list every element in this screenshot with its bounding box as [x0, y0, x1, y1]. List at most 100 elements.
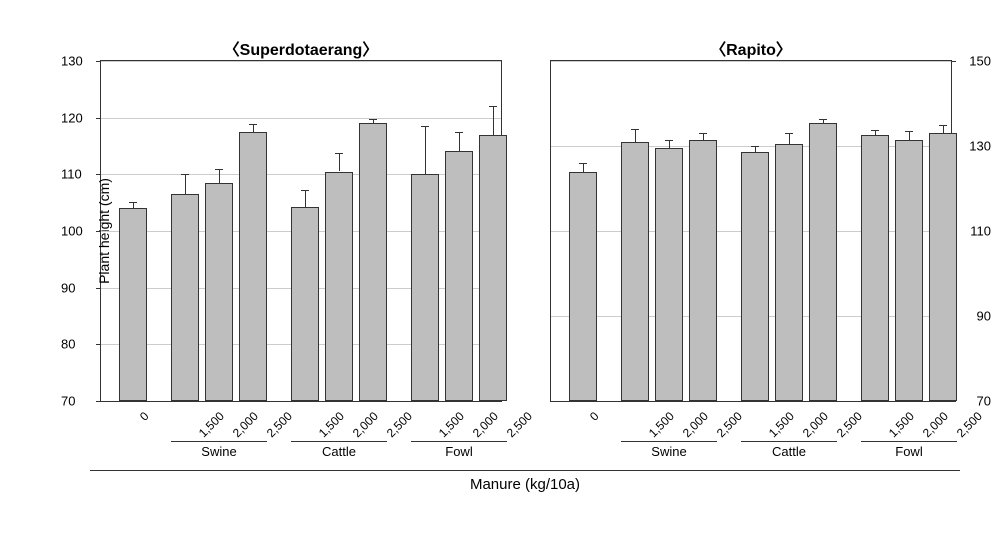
x-tick-label: 1,500 [646, 409, 677, 440]
x-tick-label: 1,500 [436, 409, 467, 440]
error-cap [301, 190, 309, 191]
x-group-underline [861, 441, 957, 442]
y-tick-label: 110 [61, 167, 82, 182]
y-tick-label: 70 [61, 394, 75, 409]
x-group-label: Cattle [291, 444, 387, 459]
y-tick-label: 130 [61, 54, 83, 69]
error-bar [459, 132, 460, 151]
bar [325, 172, 353, 402]
error-bar [339, 153, 340, 171]
error-cap [939, 125, 947, 126]
x-tick-label: 2,500 [714, 409, 745, 440]
bar [741, 152, 769, 401]
x-tick-label: 2,000 [230, 409, 261, 440]
x-tick-label: 2,500 [384, 409, 415, 440]
error-bar [789, 133, 790, 144]
error-bar [305, 190, 306, 207]
y-tick-mark [951, 61, 956, 62]
error-bar [909, 131, 910, 140]
x-group-underline [621, 441, 717, 442]
y-tick-mark [96, 231, 101, 232]
error-bar [185, 174, 186, 194]
error-cap [335, 153, 343, 154]
bar [411, 174, 439, 401]
x-tick-label: 0 [137, 409, 152, 424]
x-group-label: Fowl [411, 444, 507, 459]
x-group-label: Cattle [741, 444, 837, 459]
error-cap [489, 106, 497, 107]
error-cap [819, 119, 827, 120]
y-tick-label: 90 [977, 309, 991, 324]
chart-panel-1: 〈Rapito〉Plant height (cm)709011013015001… [550, 60, 952, 402]
x-tick-label: 2,500 [954, 409, 985, 440]
x-tick-label: 1,500 [316, 409, 347, 440]
panel-title: 〈Superdotaerang〉 [101, 36, 501, 60]
gridline [101, 174, 501, 175]
y-tick-label: 110 [970, 224, 991, 239]
error-bar [583, 163, 584, 172]
bar [775, 144, 803, 401]
y-tick-label: 80 [61, 337, 75, 352]
y-tick-label: 150 [969, 54, 991, 69]
panel-title: 〈Rapito〉 [551, 36, 951, 60]
x-tick-label: 2,000 [350, 409, 381, 440]
bar [445, 151, 473, 401]
gridline [101, 118, 501, 119]
error-cap [665, 140, 673, 141]
y-tick-label: 120 [61, 110, 83, 125]
bar [171, 194, 199, 401]
bar [895, 140, 923, 401]
gridline [551, 61, 951, 62]
error-cap [421, 126, 429, 127]
bar [689, 140, 717, 401]
y-tick-label: 70 [977, 394, 991, 409]
x-tick-label: 1,500 [766, 409, 797, 440]
bar [929, 133, 957, 401]
error-bar [133, 202, 134, 209]
error-bar [669, 140, 670, 149]
y-tick-mark [951, 401, 956, 402]
error-cap [905, 131, 913, 132]
chart-container: 〈Superdotaerang〉Plant height (cm)7080901… [20, 20, 1008, 534]
error-cap [215, 169, 223, 170]
x-tick-label: 2,000 [470, 409, 501, 440]
y-tick-mark [96, 401, 101, 402]
error-cap [129, 202, 137, 203]
x-group-underline [411, 441, 507, 442]
bar [861, 135, 889, 401]
x-tick-label: 2,000 [680, 409, 711, 440]
x-group-label: Swine [171, 444, 267, 459]
gridline [101, 61, 501, 62]
error-cap [631, 129, 639, 130]
y-tick-mark [96, 288, 101, 289]
x-tick-label: 1,500 [886, 409, 917, 440]
x-tick-label: 2,500 [264, 409, 295, 440]
y-tick-mark [96, 118, 101, 119]
error-cap [249, 124, 257, 125]
bar [621, 142, 649, 401]
error-cap [871, 130, 879, 131]
x-group-label: Fowl [861, 444, 957, 459]
x-tick-label: 2,500 [834, 409, 865, 440]
error-cap [181, 174, 189, 175]
x-tick-label: 2,000 [920, 409, 951, 440]
bar [479, 135, 507, 401]
bar [291, 207, 319, 401]
error-bar [425, 126, 426, 174]
error-cap [785, 133, 793, 134]
y-tick-label: 100 [61, 224, 83, 239]
x-tick-label: 0 [587, 409, 602, 424]
error-cap [369, 119, 377, 120]
error-bar [493, 106, 494, 134]
chart-panel-0: 〈Superdotaerang〉Plant height (cm)7080901… [100, 60, 502, 402]
bar [569, 172, 597, 402]
x-axis-main-label: Manure (kg/10a) [100, 476, 950, 493]
bar [359, 123, 387, 401]
error-bar [943, 125, 944, 134]
bar [205, 183, 233, 401]
y-tick-label: 90 [61, 280, 75, 295]
y-tick-label: 130 [969, 139, 991, 154]
x-group-underline [171, 441, 267, 442]
x-group-underline [741, 441, 837, 442]
x-tick-label: 2,000 [800, 409, 831, 440]
